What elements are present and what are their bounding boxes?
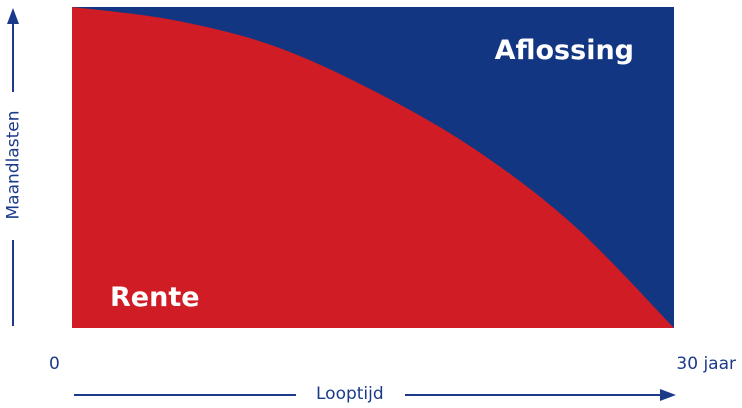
- x-axis-label: Looptijd: [316, 384, 384, 404]
- rente-area: [72, 7, 674, 328]
- y-axis-arrowhead: [7, 8, 19, 24]
- x-tick-start: 0: [49, 354, 60, 374]
- rente-label: Rente: [110, 282, 200, 313]
- aflossing-label: Aflossing: [494, 35, 634, 66]
- y-axis-label: Maandlasten: [3, 110, 24, 220]
- x-tick-end: 30 jaar: [676, 354, 736, 374]
- x-axis-arrowhead: [660, 389, 676, 401]
